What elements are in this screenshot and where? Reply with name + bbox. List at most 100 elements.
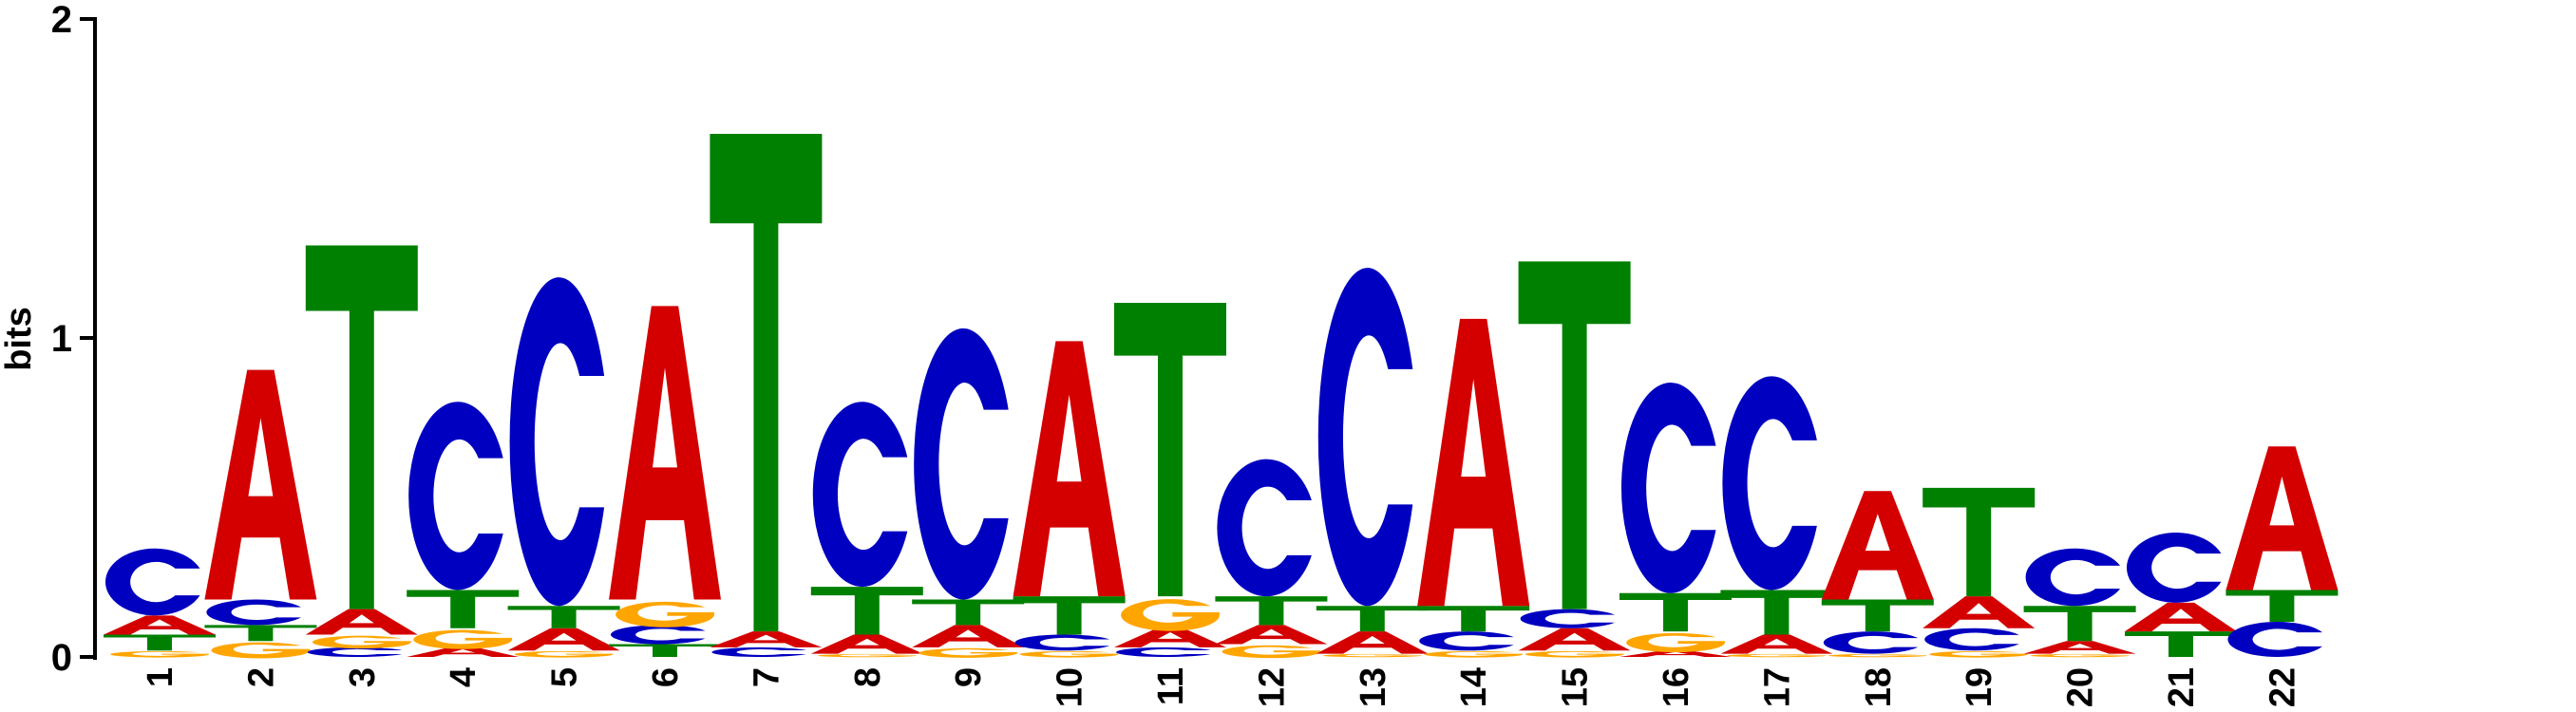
letter-T-pos-13: [1316, 606, 1429, 631]
letter-A-pos-17: [1720, 634, 1832, 653]
letter-G-pos-4: [413, 630, 512, 649]
letter-T-pos-6: [609, 645, 721, 657]
letter-A-pos-1: [104, 615, 216, 634]
x-tick-label: 16: [1657, 667, 1696, 707]
letter-G-pos-8: [818, 654, 917, 657]
letter-C-pos-19: [1924, 628, 2019, 651]
x-tick-label: 20: [2061, 667, 2101, 707]
letter-C-pos-18: [1824, 631, 1919, 654]
x-tick-label: 5: [545, 667, 585, 687]
letter-C-pos-12: [1217, 459, 1312, 596]
logo-column-4: [407, 402, 519, 657]
letter-C-pos-13: [1318, 268, 1413, 606]
letter-C-pos-6: [611, 625, 706, 644]
letter-C-pos-20: [2026, 549, 2121, 606]
logo-column-6: [609, 306, 721, 657]
letter-G-pos-1: [110, 651, 209, 658]
letter-A-pos-21: [2125, 603, 2237, 631]
logo-column-1: [104, 549, 216, 658]
letter-T-pos-2: [204, 625, 316, 641]
letter-A-pos-3: [306, 609, 418, 635]
logo-column-11: [1114, 303, 1226, 657]
logo-column-10: [1013, 341, 1126, 657]
letter-G-pos-18: [1828, 654, 1927, 657]
logo-column-5: [508, 277, 620, 657]
logo-column-20: [2024, 549, 2136, 658]
x-tick-label: 13: [1354, 667, 1393, 707]
letter-A-pos-5: [508, 628, 620, 651]
x-tick-label: 19: [1960, 667, 1999, 707]
letter-C-pos-11: [1116, 647, 1211, 657]
letter-C-pos-4: [408, 402, 503, 590]
letter-C-pos-1: [105, 549, 200, 616]
letter-T-pos-5: [508, 606, 620, 628]
letter-G-pos-11: [1121, 599, 1220, 631]
letter-C-pos-21: [2127, 533, 2222, 603]
letter-T-pos-12: [1215, 596, 1327, 625]
letter-A-pos-2: [204, 370, 316, 600]
x-tick-label: 21: [2162, 667, 2202, 707]
letter-T-pos-20: [2024, 606, 2136, 641]
letter-T-pos-10: [1013, 596, 1126, 634]
letter-G-pos-9: [919, 648, 1017, 658]
x-tick-label: 1: [141, 667, 180, 687]
letter-C-pos-16: [1621, 383, 1716, 593]
logo-column-21: [2125, 533, 2237, 657]
letter-T-pos-19: [1923, 488, 2035, 596]
logo-column-19: [1923, 488, 2035, 658]
y-axis: 0 1 2: [51, 0, 95, 679]
y-tick-label: 0: [51, 637, 72, 679]
letter-T-pos-18: [1822, 600, 1934, 632]
x-tick-label: 3: [343, 667, 383, 687]
x-tick-label: 14: [1454, 667, 1494, 707]
x-ticks: 1 2 3 4 5 6 7 8 9 10 11 12 13 14 15 16 17 18 19 20 21 22: [141, 667, 2302, 707]
letter-G-pos-16: [1626, 633, 1725, 652]
logo-column-17: [1720, 376, 1832, 657]
logo-column-15: [1519, 261, 1631, 657]
letter-G-pos-20: [2031, 654, 2130, 657]
logo-column-7: [710, 134, 822, 657]
logo-column-22: [2226, 446, 2338, 657]
logo-column-18: [1822, 491, 1934, 657]
x-tick-label: 11: [1151, 667, 1191, 705]
letter-C-pos-10: [1015, 634, 1110, 650]
x-tick-label: 22: [2263, 667, 2302, 707]
letter-G-pos-3: [313, 636, 411, 648]
letter-T-pos-4: [407, 590, 519, 628]
logo-column-2: [204, 370, 316, 659]
y-axis-label: bits: [0, 307, 39, 371]
x-tick-label: 6: [646, 667, 686, 687]
x-tick-label: 8: [848, 667, 888, 687]
y-tick-label: 2: [51, 0, 72, 41]
y-tick-label: 1: [51, 318, 72, 360]
letter-T-pos-7: [710, 134, 822, 631]
letter-G-pos-13: [1323, 654, 1422, 657]
letter-G-pos-15: [1525, 651, 1624, 658]
letter-C-pos-2: [206, 600, 301, 626]
letter-T-pos-22: [2226, 590, 2338, 622]
x-tick-label: 2: [241, 667, 281, 687]
letter-A-pos-8: [811, 634, 923, 653]
letter-G-pos-12: [1222, 646, 1320, 658]
letter-G-pos-14: [1424, 651, 1523, 658]
letter-T-pos-17: [1720, 590, 1832, 634]
letter-A-pos-19: [1923, 596, 2035, 628]
x-tick-label: 9: [949, 667, 989, 687]
x-tick-label: 12: [1252, 667, 1292, 707]
logo-column-12: [1215, 459, 1327, 658]
letter-T-pos-16: [1619, 593, 1732, 631]
letter-A-pos-9: [912, 625, 1024, 647]
x-tick-label: 15: [1556, 667, 1596, 707]
letter-G-pos-2: [211, 643, 310, 659]
logo-column-3: [306, 246, 418, 657]
letter-G-pos-5: [515, 651, 614, 658]
letter-C-pos-3: [308, 647, 403, 657]
x-tick-label: 4: [444, 667, 483, 687]
letter-G-pos-6: [616, 602, 714, 628]
x-tick-label: 10: [1051, 667, 1090, 707]
letter-T-pos-11: [1114, 303, 1226, 596]
logo-column-9: [912, 328, 1024, 658]
letter-A-pos-7: [710, 631, 822, 647]
letter-C-pos-22: [2227, 622, 2322, 657]
